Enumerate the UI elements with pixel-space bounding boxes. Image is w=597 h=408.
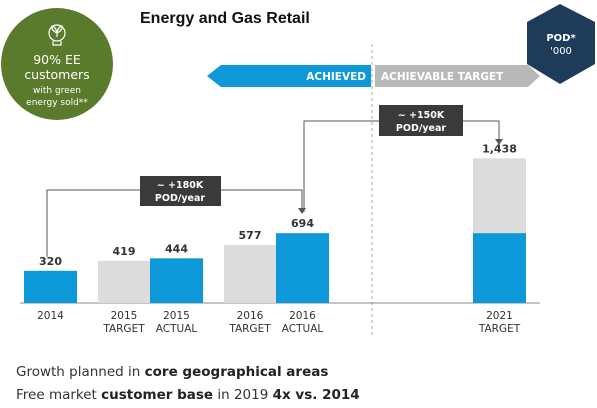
hexagon-line-2: '000 [550,46,572,57]
bar-2015-actual [150,258,203,303]
bar-2015-target [98,260,150,303]
note-2-text-b: in 2019 [213,387,273,403]
tick-label-year: 2016 [289,310,316,322]
tick-label-year: 2021 [486,310,513,322]
note-line-1: Growth planned in core geographical area… [16,364,328,380]
achieved-banner: ACHIEVED [207,65,371,87]
callout-2-line-1: ~ +150K [398,110,445,121]
arrowhead-2016 [298,208,306,214]
note-1-text: Growth planned in [16,364,145,380]
note-line-2: Free market customer base in 2019 4x vs.… [16,387,360,403]
achieved-arrow [207,65,371,87]
tick-label-kind: TARGET [478,323,521,335]
badge-line-3: with green [33,86,81,96]
bar-2021-actual-portion [473,233,526,303]
pod-hexagon: POD* '000 [527,4,595,84]
leaf-bulb-icon [48,24,66,46]
tick-label-year: 2014 [37,310,64,322]
note-1-bold: core geographical areas [144,364,329,380]
value-label: 694 [291,217,314,230]
callout-1-line-2: POD/year [155,193,205,204]
callout-box [379,105,463,136]
badge-circle [1,8,113,120]
callout-1-line-1: ~ +180K [157,180,204,191]
badge-line-4: energy sold** [26,98,88,108]
callout-150k: ~ +150K POD/year [379,105,463,136]
hexagon-line-1: POD* [546,33,576,44]
tick-label-year: 2016 [237,310,264,322]
hexagon-shape [527,4,595,84]
note-2-text-a: Free market [16,387,102,403]
tick-label-kind: TARGET [228,323,271,335]
tick-label-year: 2015 [163,310,190,322]
chart-title: Energy and Gas Retail [140,10,310,27]
achieved-label: ACHIEVED [306,71,366,83]
connectors [46,120,500,257]
bars: 32020144192015TARGET4442015ACTUAL5772016… [24,142,526,335]
value-label: 444 [165,242,188,255]
bar-2016-target [224,244,276,303]
callout-2-line-2: POD/year [396,123,446,134]
arrowhead-2021 [495,139,503,145]
tick-label-year: 2015 [111,310,138,322]
value-label: 577 [239,229,262,242]
note-2-bold-a: customer base [101,387,214,403]
bar-2016-actual [276,233,329,303]
value-label: 419 [113,245,136,258]
achievable-label: ACHIEVABLE TARGET [381,71,504,83]
tick-label-kind: ACTUAL [282,323,324,335]
callout-180k: ~ +180K POD/year [140,176,221,206]
green-energy-badge: 90% EE customers with green energy sold*… [1,8,113,120]
tick-label-kind: ACTUAL [156,323,198,335]
value-label: 320 [39,255,62,268]
achievable-banner: ACHIEVABLE TARGET [375,65,540,87]
badge-line-2: customers [24,67,89,82]
badge-line-1: 90% EE [33,52,81,67]
value-label: 1,438 [482,142,517,155]
tick-label-kind: TARGET [102,323,145,335]
bar-2014 [24,270,77,303]
note-2-bold-b: 4x vs. 2014 [272,387,360,403]
achievable-arrow [375,65,540,87]
callout-box [140,176,221,206]
